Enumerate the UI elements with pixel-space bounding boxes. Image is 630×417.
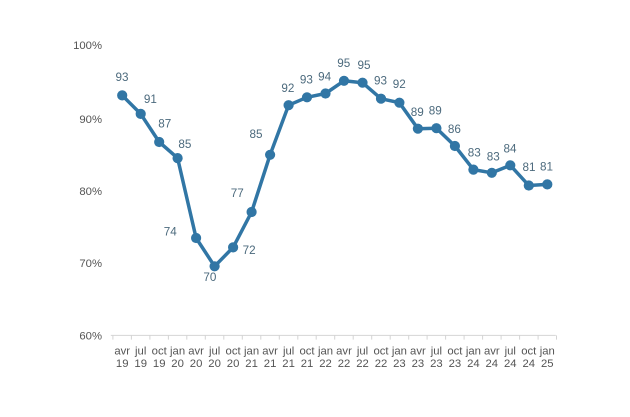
svg-text:95: 95 — [337, 57, 351, 70]
svg-text:100%: 100% — [73, 40, 102, 52]
svg-text:89: 89 — [429, 105, 442, 118]
svg-text:24: 24 — [523, 358, 536, 370]
svg-text:74: 74 — [164, 226, 178, 239]
svg-text:jul: jul — [282, 345, 294, 357]
svg-text:jan: jan — [243, 345, 259, 357]
svg-text:jan: jan — [465, 345, 481, 357]
svg-text:19: 19 — [116, 358, 129, 370]
svg-text:60%: 60% — [79, 331, 102, 343]
svg-text:83: 83 — [468, 146, 481, 159]
svg-text:20: 20 — [190, 358, 203, 370]
svg-text:oct: oct — [373, 345, 389, 357]
svg-text:21: 21 — [264, 358, 277, 370]
svg-text:22: 22 — [319, 358, 332, 370]
svg-text:72: 72 — [243, 244, 256, 257]
svg-text:93: 93 — [115, 71, 128, 84]
svg-text:92: 92 — [393, 78, 406, 91]
svg-text:92: 92 — [281, 82, 294, 95]
svg-text:20: 20 — [171, 358, 184, 370]
svg-text:86: 86 — [448, 123, 461, 136]
svg-text:23: 23 — [449, 358, 462, 370]
svg-text:avr: avr — [336, 345, 352, 357]
svg-text:24: 24 — [486, 358, 499, 370]
svg-text:87: 87 — [158, 117, 171, 130]
svg-text:jan: jan — [169, 345, 185, 357]
svg-text:77: 77 — [231, 187, 244, 200]
svg-text:21: 21 — [301, 358, 314, 370]
svg-text:93: 93 — [374, 75, 387, 88]
svg-text:avr: avr — [114, 345, 130, 357]
svg-text:90%: 90% — [79, 114, 102, 126]
svg-text:oct: oct — [299, 345, 315, 357]
svg-text:oct: oct — [521, 345, 537, 357]
svg-text:83: 83 — [487, 150, 500, 163]
svg-text:23: 23 — [393, 358, 406, 370]
svg-text:jul: jul — [504, 345, 516, 357]
svg-text:95: 95 — [357, 59, 371, 72]
svg-text:24: 24 — [467, 358, 480, 370]
svg-text:avr: avr — [484, 345, 500, 357]
svg-text:25: 25 — [541, 358, 554, 370]
svg-text:80%: 80% — [79, 186, 102, 198]
svg-text:oct: oct — [226, 345, 242, 357]
svg-text:oct: oct — [447, 345, 463, 357]
svg-text:avr: avr — [410, 345, 426, 357]
svg-text:jul: jul — [208, 345, 220, 357]
svg-text:21: 21 — [282, 358, 295, 370]
svg-text:19: 19 — [134, 358, 147, 370]
svg-text:94: 94 — [318, 71, 332, 84]
svg-text:20: 20 — [208, 358, 221, 370]
svg-text:70%: 70% — [79, 258, 102, 270]
svg-text:23: 23 — [412, 358, 425, 370]
svg-text:jul: jul — [134, 345, 146, 357]
svg-text:89: 89 — [411, 106, 424, 119]
svg-text:85: 85 — [178, 138, 192, 151]
svg-text:84: 84 — [503, 142, 517, 155]
svg-text:23: 23 — [430, 358, 443, 370]
svg-text:22: 22 — [375, 358, 388, 370]
svg-text:jul: jul — [356, 345, 368, 357]
svg-text:jan: jan — [539, 345, 555, 357]
svg-text:22: 22 — [338, 358, 351, 370]
svg-text:24: 24 — [504, 358, 517, 370]
svg-text:70: 70 — [203, 271, 217, 284]
svg-text:jan: jan — [317, 345, 333, 357]
svg-text:93: 93 — [300, 74, 313, 87]
svg-text:22: 22 — [356, 358, 369, 370]
svg-text:avr: avr — [188, 345, 204, 357]
svg-text:oct: oct — [152, 345, 168, 357]
svg-text:avr: avr — [262, 345, 278, 357]
svg-text:81: 81 — [522, 161, 535, 174]
svg-text:91: 91 — [144, 93, 157, 106]
svg-text:19: 19 — [153, 358, 166, 370]
svg-text:21: 21 — [245, 358, 258, 370]
svg-text:85: 85 — [249, 128, 263, 141]
svg-text:81: 81 — [540, 161, 553, 174]
svg-text:20: 20 — [227, 358, 240, 370]
svg-text:jul: jul — [430, 345, 442, 357]
svg-text:jan: jan — [391, 345, 407, 357]
